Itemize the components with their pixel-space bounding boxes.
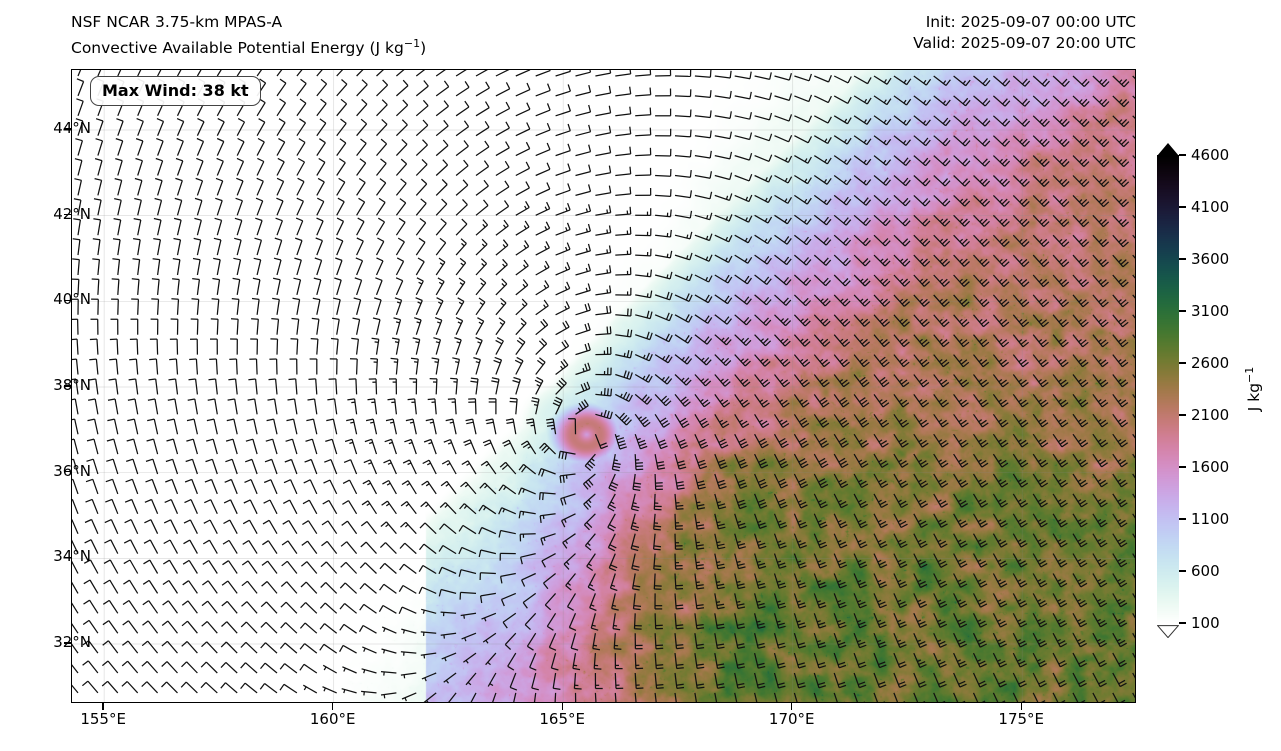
map-plot-area bbox=[71, 69, 1136, 703]
colorbar-tick-label: 2100 bbox=[1191, 406, 1230, 424]
x-tick-label: 170°E bbox=[768, 710, 815, 728]
colorbar-tick-label: 1600 bbox=[1191, 458, 1230, 476]
y-tick-label: 40°N bbox=[53, 290, 91, 309]
y-tick-mark bbox=[64, 213, 71, 216]
init-time-label: Init: 2025-09-07 00:00 UTC bbox=[925, 13, 1136, 31]
wind-barb-layer bbox=[72, 70, 1135, 702]
colorbar-tick-mark bbox=[1179, 622, 1186, 624]
y-tick-mark bbox=[64, 556, 71, 558]
timestamp-block: Init: 2025-09-07 00:00 UTC Valid: 2025-0… bbox=[913, 12, 1136, 54]
colorbar-tick-label: 100 bbox=[1191, 614, 1220, 632]
colorbar-tick-mark bbox=[1179, 154, 1186, 156]
field-title: Convective Available Potential Energy (J… bbox=[71, 37, 427, 58]
y-tick-mark bbox=[64, 471, 71, 473]
valid-time-label: Valid: 2025-09-07 20:00 UTC bbox=[913, 34, 1136, 52]
x-tick-mark bbox=[102, 703, 104, 710]
colorbar-tick-mark bbox=[1179, 414, 1186, 416]
x-tick-mark bbox=[791, 703, 793, 710]
x-tick-label: 155°E bbox=[80, 710, 126, 728]
x-tick-label: 175°E bbox=[998, 710, 1045, 728]
y-tick-label: 34°N bbox=[53, 547, 91, 566]
colorbar-tick-mark bbox=[1179, 310, 1186, 312]
colorbar-tick-label: 4600 bbox=[1191, 146, 1230, 164]
colorbar-tick-label: 3100 bbox=[1191, 302, 1230, 320]
title-block: NSF NCAR 3.75-km MPAS-A Convective Avail… bbox=[71, 12, 426, 59]
colorbar-tick-mark bbox=[1179, 258, 1186, 260]
cape-shading-layer bbox=[72, 70, 1135, 702]
colorbar-axis-label: J kg−1 bbox=[1242, 366, 1264, 412]
colorbar: 100 600 1100 1600 2100 2600 3100 3600 4100 4600 J… bbox=[1156, 143, 1277, 639]
y-tick-label: 32°N bbox=[53, 633, 91, 652]
colorbar-tick-mark bbox=[1179, 362, 1186, 364]
x-tick-label: 165°E bbox=[539, 710, 585, 728]
model-title: NSF NCAR 3.75-km MPAS-A bbox=[71, 13, 283, 31]
x-tick-mark bbox=[332, 703, 334, 710]
colorbar-tick-label: 600 bbox=[1191, 562, 1220, 580]
x-tick-mark bbox=[1020, 703, 1022, 710]
max-wind-annotation: Max Wind: 38 kt bbox=[90, 76, 261, 106]
y-tick-mark bbox=[64, 642, 71, 644]
x-tick-mark bbox=[561, 703, 563, 710]
y-tick-mark bbox=[64, 128, 71, 130]
colorbar-under-arrow bbox=[1157, 623, 1179, 636]
colorbar-tick-label: 3600 bbox=[1191, 250, 1230, 268]
x-tick-label: 160°E bbox=[309, 710, 356, 728]
y-tick-mark bbox=[64, 385, 71, 387]
colorbar-gradient bbox=[1157, 155, 1179, 623]
y-tick-label: 42°N bbox=[53, 204, 91, 223]
y-tick-label: 44°N bbox=[53, 118, 91, 137]
colorbar-tick-mark bbox=[1179, 466, 1186, 468]
y-tick-mark bbox=[64, 299, 71, 301]
colorbar-tick-mark bbox=[1179, 518, 1186, 520]
colorbar-tick-label: 2600 bbox=[1191, 354, 1230, 372]
colorbar-tick-mark bbox=[1179, 206, 1186, 208]
colorbar-tick-mark bbox=[1179, 570, 1186, 572]
colorbar-tick-label: 4100 bbox=[1191, 198, 1230, 216]
y-tick-label: 36°N bbox=[53, 461, 91, 480]
colorbar-tick-label: 1100 bbox=[1191, 510, 1230, 528]
y-tick-label: 38°N bbox=[53, 376, 91, 394]
